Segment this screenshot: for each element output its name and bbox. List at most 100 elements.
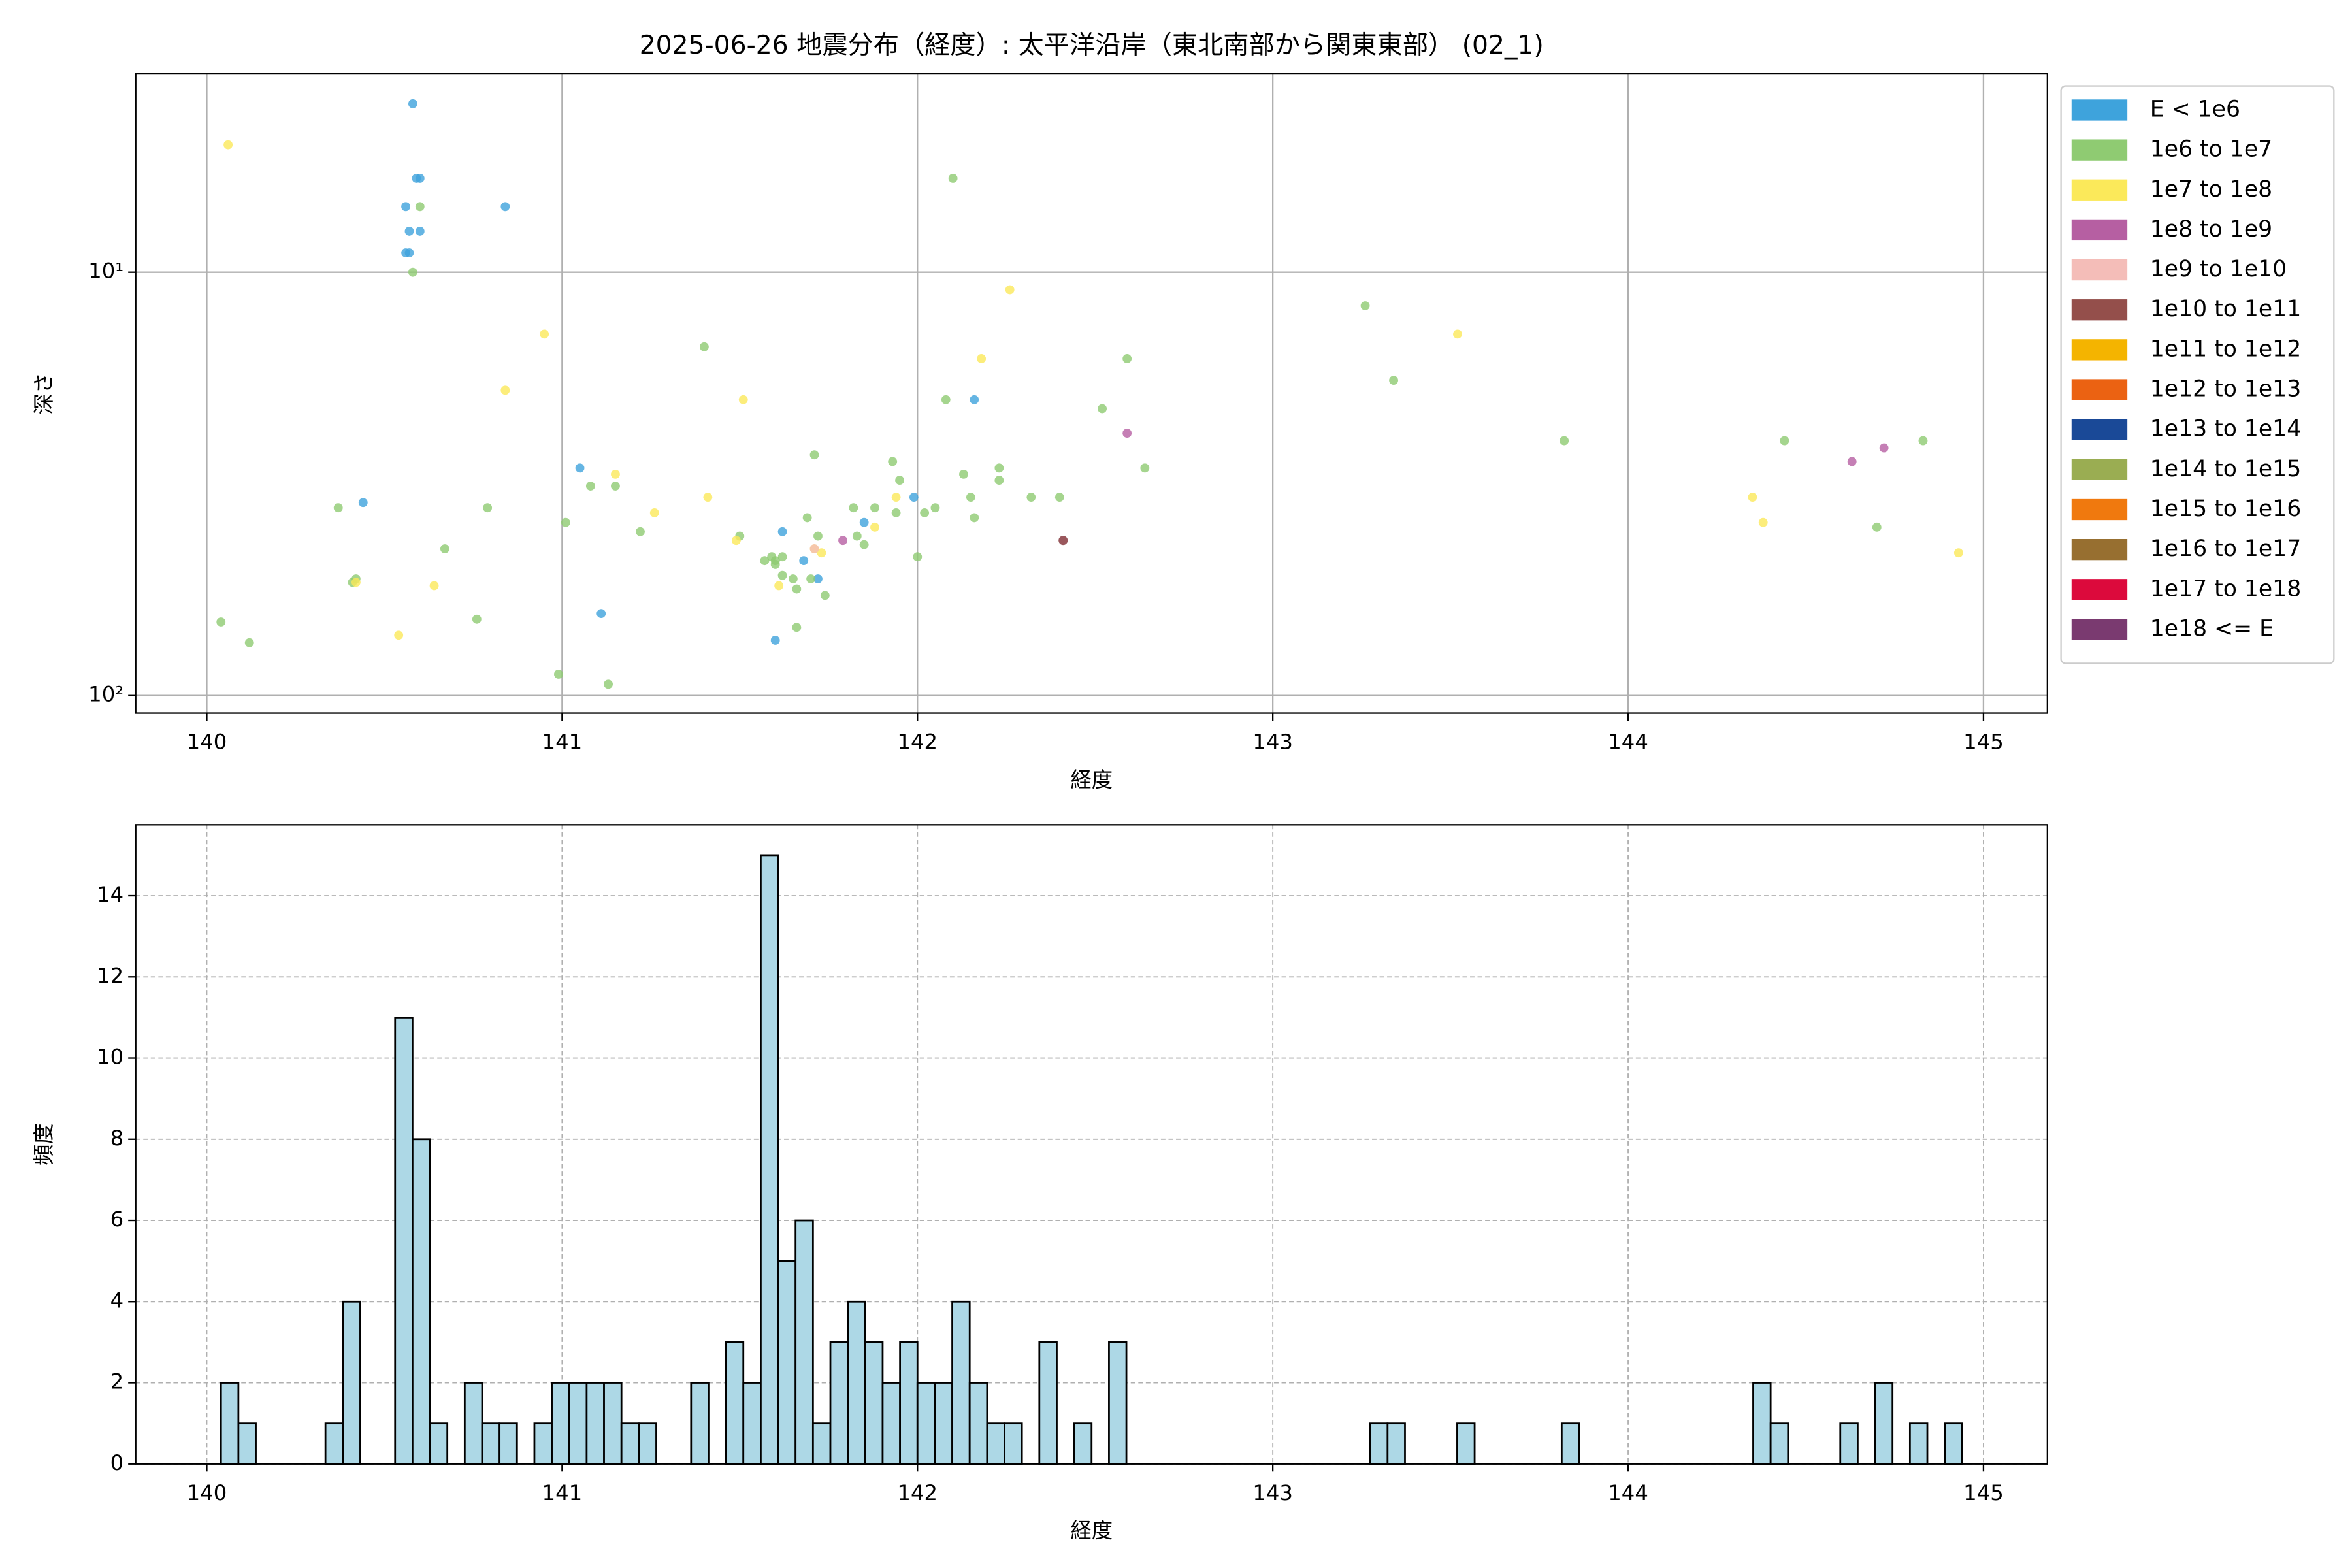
histogram-bar <box>1944 1422 1963 1465</box>
scatter-point <box>703 493 713 502</box>
legend-label: 1e14 to 1e15 <box>2150 456 2301 482</box>
x-tick-label: 144 <box>1608 730 1648 755</box>
scatter-point <box>575 463 585 473</box>
histogram-bar <box>585 1382 605 1465</box>
histogram-bar <box>551 1382 570 1465</box>
y-tick-label: 2 <box>110 1369 124 1394</box>
histogram-bar <box>1908 1422 1929 1465</box>
y-tick-label: 4 <box>110 1288 124 1313</box>
legend-label: 1e9 to 1e10 <box>2150 256 2287 282</box>
histogram-bar <box>568 1382 588 1465</box>
scatter-point <box>909 493 919 502</box>
histogram-bar <box>899 1341 919 1465</box>
scatter-point <box>611 482 620 491</box>
histogram-bar <box>934 1382 953 1465</box>
scatter-point <box>738 395 748 404</box>
histogram-bar <box>237 1422 257 1465</box>
histogram-bar <box>725 1341 745 1465</box>
legend-swatch <box>2071 459 2128 480</box>
scatter-point <box>554 669 563 679</box>
scatter-point <box>930 503 940 513</box>
x-tick-label: 142 <box>897 1480 938 1505</box>
scatter-point <box>994 463 1004 473</box>
scatter-point <box>244 638 254 647</box>
x-tick-label: 143 <box>1252 730 1293 755</box>
histogram-bar <box>847 1300 866 1465</box>
scatter-point <box>700 342 709 351</box>
x-axis-label: 経度 <box>1070 1518 1113 1543</box>
histogram-bar <box>1874 1382 1894 1465</box>
scatter-point <box>223 140 233 150</box>
legend-label: 1e7 to 1e8 <box>2150 176 2272 203</box>
scatter-point <box>777 527 787 536</box>
legend-swatch <box>2071 498 2128 521</box>
scatter-point <box>817 548 826 558</box>
x-tick-label: 142 <box>897 730 938 755</box>
scatter-point <box>611 469 620 479</box>
scatter-point <box>966 493 975 502</box>
histogram-bar <box>811 1422 832 1465</box>
histogram-bar <box>986 1422 1005 1465</box>
scatter-point <box>1560 436 1569 446</box>
histogram-bar <box>1369 1422 1389 1465</box>
scatter-point <box>994 476 1004 485</box>
scatter-point <box>792 584 802 594</box>
histogram-bar <box>881 1382 901 1465</box>
scatter-point <box>1058 536 1068 546</box>
histogram-bar <box>829 1341 849 1465</box>
scatter-point <box>333 503 343 513</box>
scatter-point <box>970 513 979 523</box>
histogram-bar <box>1386 1422 1406 1465</box>
legend-label: E < 1e6 <box>2150 96 2240 122</box>
scatter-point <box>604 679 613 689</box>
scatter-point <box>852 531 862 541</box>
histogram-bar <box>1560 1422 1580 1465</box>
scatter-point <box>401 202 410 212</box>
histogram-bar <box>951 1300 971 1465</box>
scatter-point <box>870 503 879 513</box>
scatter-point <box>1389 376 1399 385</box>
scatter-point <box>440 544 449 553</box>
histogram-bar <box>1752 1382 1772 1465</box>
legend-swatch <box>2071 99 2128 121</box>
histogram-bar <box>498 1422 518 1465</box>
scatter-point <box>1360 301 1370 310</box>
legend-label: 1e15 to 1e16 <box>2150 496 2301 522</box>
scatter-point <box>970 395 979 404</box>
scatter-point <box>1122 429 1132 438</box>
scatter-point <box>1122 354 1132 363</box>
scatter-point <box>1780 436 1789 446</box>
histogram-bar <box>324 1422 344 1465</box>
scatter-point <box>404 248 414 257</box>
histogram-bar <box>1108 1341 1128 1465</box>
histogram-bar <box>533 1422 553 1465</box>
scatter-point <box>891 493 901 502</box>
legend-swatch <box>2071 219 2128 241</box>
scatter-point <box>891 508 901 517</box>
histogram-bar <box>1073 1422 1093 1465</box>
scatter-point <box>913 552 923 562</box>
legend-swatch <box>2071 139 2128 161</box>
scatter-point <box>500 202 510 212</box>
histogram-bar <box>1038 1341 1058 1465</box>
scatter-point <box>731 536 741 546</box>
histogram-bar <box>794 1219 814 1465</box>
scatter-point <box>429 581 439 591</box>
scatter-point <box>216 617 226 627</box>
legend-frame <box>2060 85 2335 664</box>
scatter-point <box>959 469 968 479</box>
scatter-point <box>777 552 787 562</box>
histogram-bar <box>394 1017 414 1465</box>
histogram-bar <box>690 1382 710 1465</box>
scatter-point <box>820 591 830 600</box>
scatter-point <box>483 503 493 513</box>
scatter-point <box>792 623 802 632</box>
legend-swatch <box>2071 259 2128 281</box>
y-tick-label: 12 <box>97 963 123 988</box>
histogram-bar <box>1456 1422 1476 1465</box>
y-tick-label: 10² <box>88 682 123 707</box>
legend-label: 1e10 to 1e11 <box>2150 296 2301 322</box>
scatter-point <box>774 581 784 591</box>
histogram-bar <box>463 1382 483 1465</box>
